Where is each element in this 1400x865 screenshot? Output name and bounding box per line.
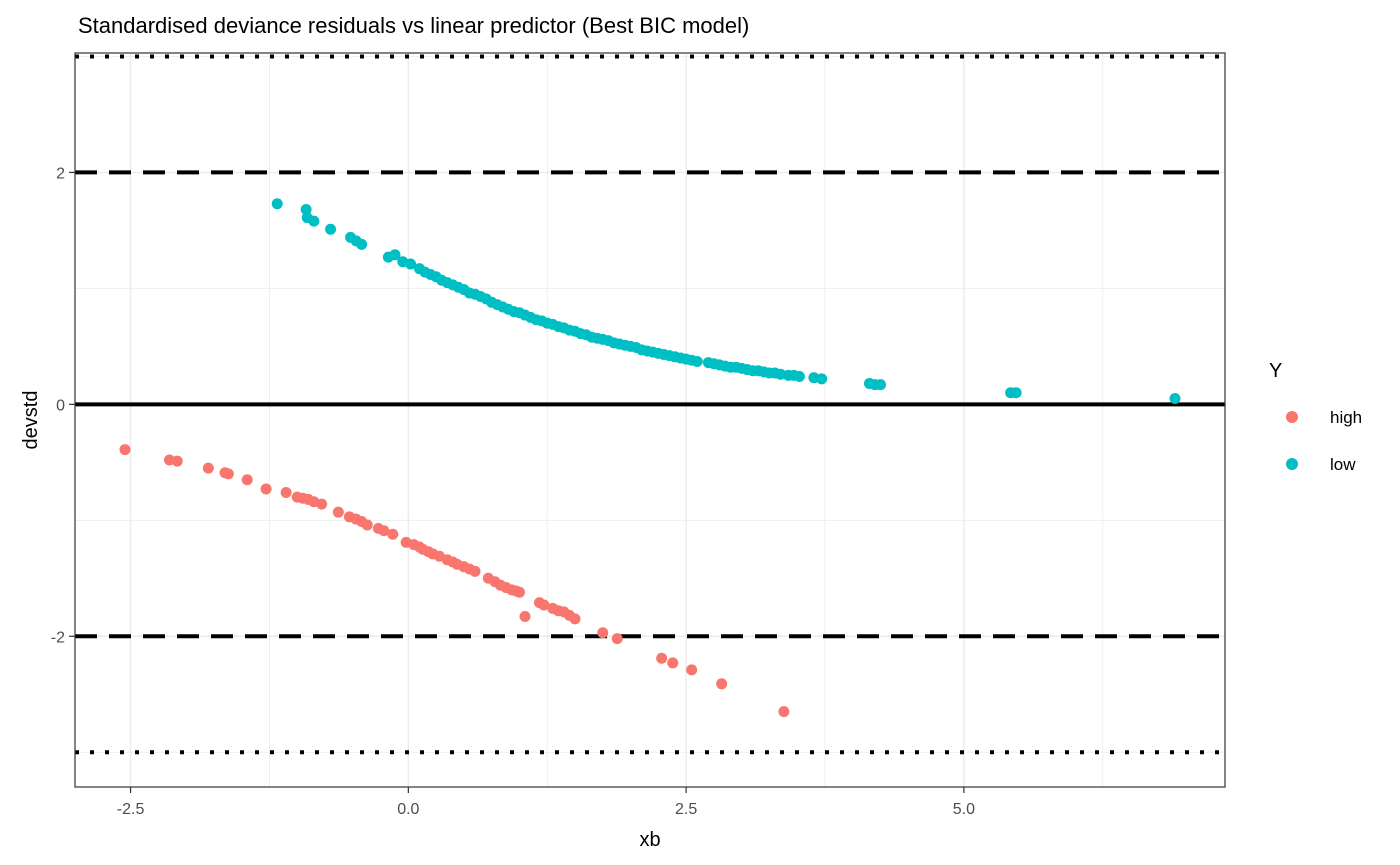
point-high	[241, 474, 253, 486]
point-high	[569, 613, 581, 625]
point-high	[332, 506, 344, 518]
point-low	[389, 249, 401, 261]
x-tick-label: 5.0	[953, 801, 975, 818]
point-low	[793, 371, 805, 383]
point-high	[361, 519, 373, 531]
point-low	[1169, 393, 1181, 405]
point-high	[119, 444, 131, 456]
point-low	[816, 373, 828, 385]
point-high	[519, 611, 531, 623]
plot-panel	[74, 52, 1226, 788]
point-high	[387, 528, 399, 540]
point-high	[280, 486, 292, 498]
legend-key-low	[1286, 458, 1298, 470]
point-high	[716, 678, 728, 690]
legend-label-low: low	[1330, 455, 1356, 474]
point-high	[260, 483, 272, 495]
legend-entries: high low	[1286, 408, 1362, 474]
x-tick-label: -2.5	[117, 801, 145, 818]
point-high	[202, 462, 214, 474]
point-low	[356, 238, 368, 250]
legend-title: Y	[1269, 360, 1282, 382]
legend-key-high	[1286, 411, 1298, 423]
data-points	[119, 198, 1181, 718]
y-tick-label: -2	[51, 629, 65, 646]
point-high	[656, 652, 668, 664]
x-axis-title: xb	[639, 829, 660, 851]
legend-label-high: high	[1330, 408, 1362, 427]
legend: Y high low	[1269, 360, 1362, 474]
point-high	[316, 498, 328, 510]
x-axis-ticks: -2.5 0.0 2.5 5.0	[117, 787, 975, 818]
point-low	[875, 379, 887, 391]
point-high	[171, 455, 183, 467]
y-tick-label: 0	[56, 397, 65, 414]
panel-background	[75, 53, 1225, 787]
y-axis-ticks: -2 0 2	[51, 165, 75, 646]
point-low	[691, 355, 703, 367]
point-high	[378, 525, 390, 537]
point-low	[271, 198, 283, 210]
point-high	[667, 657, 679, 669]
point-low	[405, 258, 417, 270]
x-tick-label: 0.0	[397, 801, 419, 818]
point-high	[513, 586, 525, 598]
point-low	[300, 204, 312, 216]
point-high	[597, 627, 609, 639]
point-low	[1010, 387, 1022, 399]
point-high	[469, 565, 481, 577]
panel-border	[74, 52, 1226, 788]
point-low	[325, 223, 337, 235]
reference-lines	[75, 54, 1225, 755]
chart-title: Standardised deviance residuals vs linea…	[78, 13, 749, 38]
point-high	[611, 633, 623, 645]
y-tick-label: 2	[56, 165, 65, 182]
point-low	[308, 215, 320, 227]
point-high	[778, 706, 790, 718]
y-axis-title: devstd	[20, 391, 42, 450]
point-high	[222, 468, 234, 480]
point-high	[538, 599, 550, 611]
x-tick-label: 2.5	[675, 801, 697, 818]
point-high	[686, 664, 698, 676]
